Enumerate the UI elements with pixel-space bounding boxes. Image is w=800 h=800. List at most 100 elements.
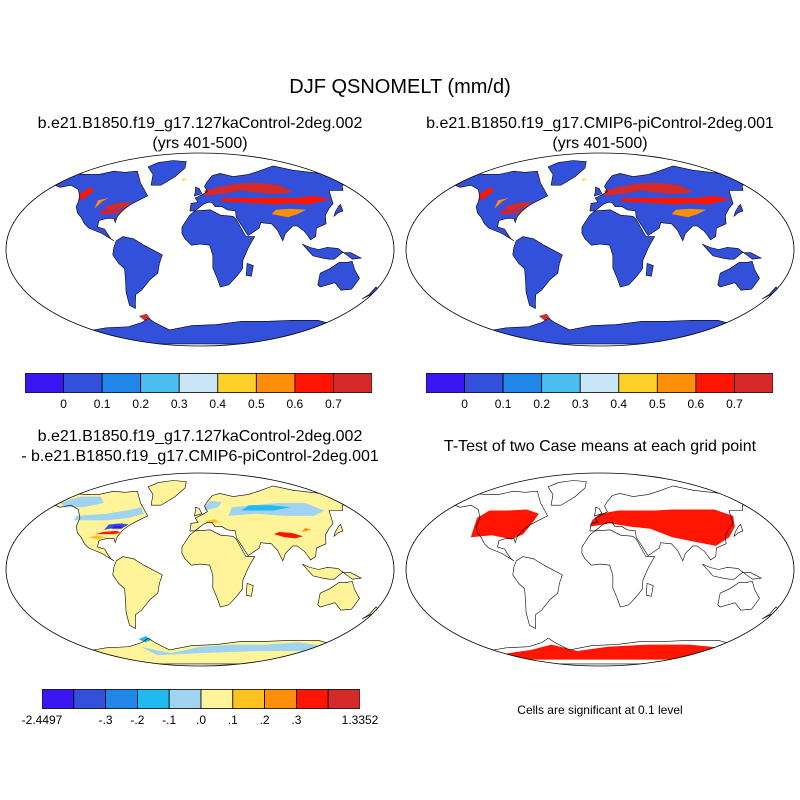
land-australia xyxy=(717,581,760,611)
land-japan xyxy=(734,204,743,217)
coastline-madagascar xyxy=(245,582,254,597)
land-britain xyxy=(194,507,202,516)
field-region-5 xyxy=(219,195,331,205)
coastline-south-america xyxy=(512,556,563,630)
land-australia xyxy=(717,261,760,291)
colorbar-case2-box-7 xyxy=(695,373,735,393)
colorbar-case1-label: 0.4 xyxy=(209,397,227,411)
colorbar-diff-box-6 xyxy=(232,689,266,709)
map-border xyxy=(405,152,795,347)
field-region-1 xyxy=(590,509,735,546)
colorbar-case1-label: 0.7 xyxy=(325,397,342,411)
coastline-eurasia xyxy=(189,165,357,242)
land-south-america xyxy=(112,236,163,309)
field-region-6 xyxy=(271,208,307,218)
map-border xyxy=(5,152,395,347)
significance-note: Cells are significant at 0.1 level xyxy=(517,703,683,717)
colorbar-case2-box-8 xyxy=(734,373,773,393)
colorbar-case1-box-8 xyxy=(333,373,372,393)
coastline-australia xyxy=(317,260,360,291)
panel-title-case2-line2: (yrs 401-500) xyxy=(552,135,648,152)
colorbar-case2-label: 0.2 xyxy=(533,397,550,411)
colorbar-case2-box-6 xyxy=(656,373,697,393)
land-madagascar xyxy=(246,263,254,277)
field-region-3 xyxy=(478,187,494,202)
coastline-north-america xyxy=(454,170,549,242)
coastline-north-america xyxy=(54,490,149,562)
coastline-north-america xyxy=(54,170,149,242)
land-north-america xyxy=(455,171,548,241)
map-ttest xyxy=(405,472,795,667)
land-indonesia xyxy=(702,244,762,260)
coastline-indonesia xyxy=(702,243,763,260)
panel-title-ttest: T-Test of two Case means at each grid po… xyxy=(400,437,800,457)
colorbar-case1-label: 0.2 xyxy=(132,397,149,411)
colorbar-diff-box-1 xyxy=(73,689,106,709)
colorbar-diff: -2.4497 -.3 -.2 -.1 .0 .1 .2 .3 1.3352 xyxy=(22,689,378,729)
field-region-12 xyxy=(140,642,327,656)
coastline-madagascar xyxy=(645,582,654,597)
colorbar-case1-box-1 xyxy=(63,373,103,393)
coastline-britain xyxy=(593,506,603,517)
field-region-4 xyxy=(95,530,121,535)
land-indonesia xyxy=(302,564,362,580)
colorbar-case1-label: 0.1 xyxy=(93,397,111,411)
coastline-africa xyxy=(581,209,656,288)
colorbar-diff-box-3 xyxy=(137,689,170,709)
colorbar-diff-label: .3 xyxy=(291,713,302,727)
coastline-south-america xyxy=(112,556,163,630)
land-japan xyxy=(334,524,343,537)
colorbar-case1-label: 0 xyxy=(60,397,67,411)
coastline-africa xyxy=(581,529,656,608)
field-region-0 xyxy=(504,201,532,211)
colorbar-diff-label: -.2 xyxy=(130,713,145,727)
colorbar-diff-label: -.3 xyxy=(98,713,113,727)
field-region-8 xyxy=(204,500,222,511)
colorbar-case2-box-1 xyxy=(464,373,504,393)
land-south-america xyxy=(112,556,163,629)
coastline-indonesia xyxy=(302,563,363,580)
colorbar-diff-label: .1 xyxy=(227,713,238,727)
colorbar-diff-box-0 xyxy=(42,689,75,709)
land-australia xyxy=(317,581,360,611)
land-new-zealand xyxy=(362,287,380,299)
colorbar-case1-box-0 xyxy=(25,373,64,393)
colorbar-case1-box-5 xyxy=(217,373,257,393)
colorbar-case2-boxes xyxy=(426,373,773,393)
colorbar-diff-label: .0 xyxy=(195,713,207,727)
map-diff xyxy=(5,472,395,667)
colorbar-case1-label: 0.6 xyxy=(286,397,304,411)
colorbar-diff-boxes xyxy=(42,689,360,709)
colorbar-case2-box-4 xyxy=(579,373,620,393)
colorbar-case1-box-4 xyxy=(178,373,219,393)
colorbar-case2-box-0 xyxy=(426,373,465,393)
land-eurasia xyxy=(189,485,356,561)
coastline-eurasia xyxy=(189,485,357,562)
colorbar-diff-label: -.1 xyxy=(162,713,177,727)
panel-title-case2-line1: b.e21.B1850.f19_g17.CMIP6-piControl-2deg… xyxy=(426,115,774,132)
colorbar-case1-box-6 xyxy=(255,373,296,393)
colorbar-case2-label: 0.7 xyxy=(726,397,743,411)
map-case2 xyxy=(405,152,795,347)
panel-title-case2: b.e21.B1850.f19_g17.CMIP6-piControl-2deg… xyxy=(400,114,800,154)
coastline-australia xyxy=(717,260,760,291)
colorbar-diff-label: .2 xyxy=(259,713,270,727)
map-case1 xyxy=(5,152,395,347)
coastline-indonesia xyxy=(702,563,763,580)
land-africa xyxy=(581,529,655,607)
coastline-africa xyxy=(181,529,256,608)
panel-title-diff-line2: - b.e21.B1850.f19_g17.CMIP6-piControl-2d… xyxy=(21,448,379,465)
field-region-4 xyxy=(204,183,293,196)
coastline-south-america xyxy=(512,236,563,310)
coastline-japan xyxy=(733,204,744,218)
field-region-0 xyxy=(73,507,144,521)
land-africa xyxy=(181,209,255,287)
field-region-10 xyxy=(273,532,304,539)
field-region-2 xyxy=(94,198,109,209)
land-australia xyxy=(317,261,360,291)
colorbar-case1-box-3 xyxy=(140,373,180,393)
colorbar-diff-box-8 xyxy=(295,689,329,709)
panel-title-case1-line2: (yrs 401-500) xyxy=(152,135,248,152)
coastline-britain xyxy=(193,186,203,197)
colorbar-case2-label: 0.3 xyxy=(571,397,589,411)
